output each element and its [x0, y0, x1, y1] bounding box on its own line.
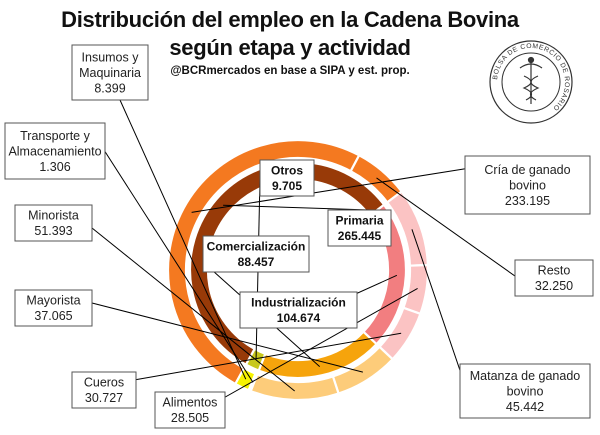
label-industrializacion-text: Industrialización	[251, 296, 346, 310]
leader-resto	[376, 177, 523, 282]
label-comercializacion-text: Comercialización	[207, 240, 306, 254]
label-cria-de-ganado-bovino-box	[464, 155, 591, 215]
label-transporte-y-almacenamiento-box	[4, 122, 106, 180]
label-mayorista-value: 37.065	[34, 309, 72, 323]
label-alimentos-box	[154, 391, 226, 429]
label-insumos-y-maquinaria-value: 8.399	[94, 81, 125, 95]
label-matanza-de-ganado-bovino-text: bovino	[507, 384, 544, 398]
label-insumos-y-maquinaria-box	[71, 44, 149, 101]
label-matanza-de-ganado-bovino-text: Matanza de ganado	[470, 369, 581, 383]
leader-cria-de-ganado-bovino	[191, 167, 471, 213]
label-insumos-y-maquinaria-text: Maquinaria	[79, 66, 141, 80]
label-alimentos-text: Alimentos	[163, 396, 218, 410]
leader-transporte-y-almacenamiento	[103, 149, 254, 383]
leader-cueros	[133, 332, 402, 381]
label-insumos-y-maquinaria-text: Insumos y	[82, 50, 140, 64]
label-cueros-box	[71, 371, 137, 409]
label-industrializacion-value: 104.674	[277, 311, 321, 325]
leader-primaria	[223, 204, 371, 211]
label-transporte-y-almacenamiento-value: 1.306	[39, 160, 70, 174]
label-otros-box	[259, 159, 315, 197]
leader-minorista	[91, 227, 295, 392]
label-minorista-box	[14, 204, 93, 242]
label-primaria-box	[327, 209, 392, 247]
label-transporte-y-almacenamiento-text: Transporte y	[20, 129, 90, 143]
label-resto-box	[514, 259, 594, 297]
label-cueros-text: Cueros	[84, 376, 124, 390]
caduceus-icon	[519, 56, 543, 104]
label-minorista-value: 51.393	[34, 224, 72, 238]
chart-source: @BCRmercados en base a SIPA y est. prop.	[170, 65, 410, 77]
label-mayorista-box	[14, 289, 93, 327]
label-cria-de-ganado-bovino-value: 233.195	[505, 194, 550, 208]
bcr-logo: BOLSA DE COMERCIO DE ROSARIO	[489, 40, 573, 124]
chart-title-line2: según etapa y actividad	[169, 35, 411, 60]
logo-inner-ring	[501, 52, 561, 112]
label-transporte-y-almacenamiento-text: Almacenamiento	[8, 144, 101, 158]
label-comercializacion-value: 88.457	[238, 255, 275, 269]
label-resto-value: 32.250	[535, 279, 573, 293]
label-alimentos-value: 28.505	[171, 411, 209, 425]
logo-outer-ring	[489, 40, 573, 124]
leader-insumos-y-maquinaria	[119, 99, 247, 380]
label-cria-de-ganado-bovino-text: bovino	[509, 178, 546, 192]
label-mayorista-text: Mayorista	[26, 294, 80, 308]
label-minorista-text: Minorista	[28, 209, 79, 223]
label-primaria-text: Primaria	[335, 214, 383, 228]
label-cueros-value: 30.727	[85, 391, 123, 405]
label-otros-value: 9.705	[272, 179, 302, 193]
label-resto-text: Resto	[538, 264, 571, 278]
leader-matanza-de-ganado-bovino	[411, 229, 467, 389]
label-otros-text: Otros	[271, 164, 303, 178]
label-cria-de-ganado-bovino-text: Cría de ganado	[484, 163, 570, 177]
label-comercializacion-box	[202, 235, 310, 273]
label-matanza-de-ganado-bovino-value: 45.442	[506, 400, 544, 414]
label-industrializacion-box	[239, 291, 358, 329]
label-primaria-value: 265.445	[338, 229, 382, 243]
label-matanza-de-ganado-bovino-box	[459, 363, 591, 419]
chart-title-line1: Distribución del empleo en la Cadena Bov…	[61, 7, 519, 32]
